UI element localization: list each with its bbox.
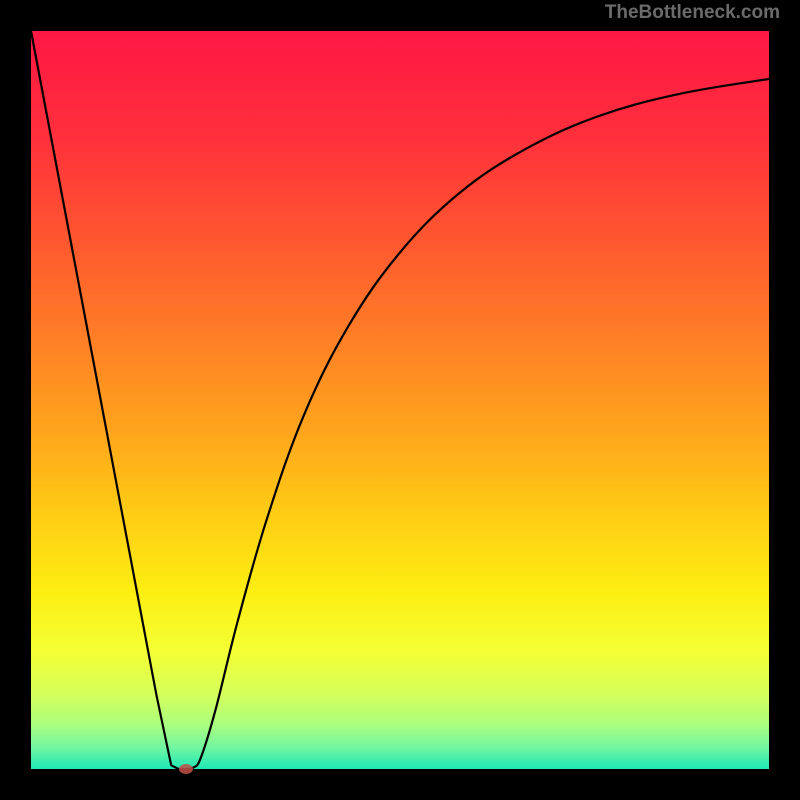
watermark-label: TheBottleneck.com [605,2,780,24]
bottleneck-chart [0,0,800,800]
optimal-point-marker [179,764,193,774]
chart-container: TheBottleneck.com [0,0,800,800]
gradient-plot-area [31,31,769,769]
